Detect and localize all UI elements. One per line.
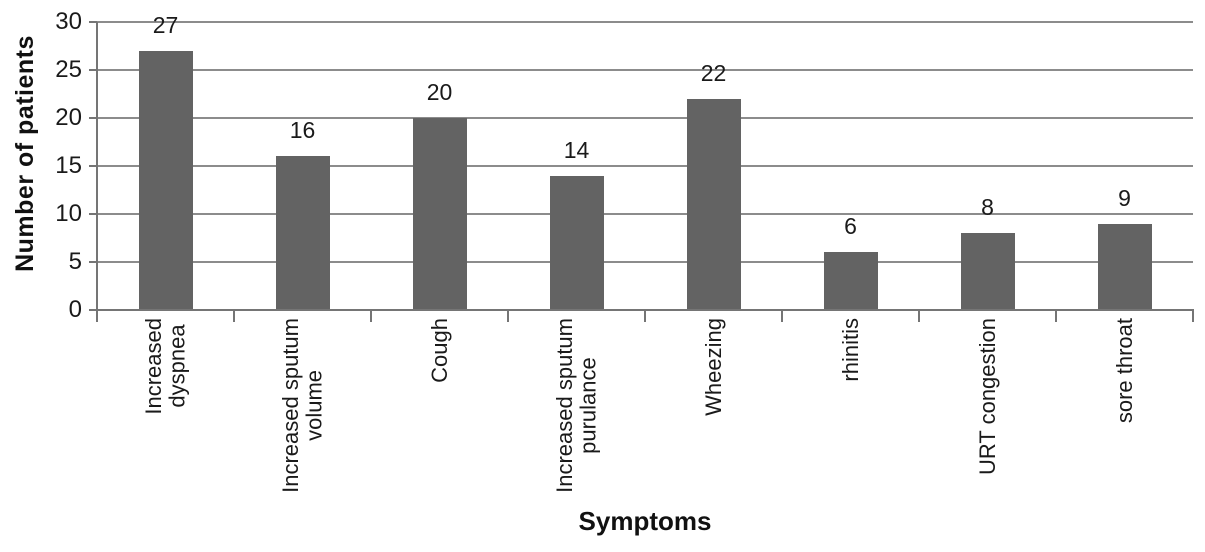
gridline-y-5 bbox=[97, 261, 1193, 263]
x-category-cell-1: Increased dyspnea bbox=[97, 318, 234, 514]
x-category-cell-3: Cough bbox=[371, 318, 508, 514]
bar-7 bbox=[960, 233, 1015, 310]
x-axis-title: Symptoms bbox=[578, 506, 712, 536]
y-tick-label-10: 10 bbox=[55, 200, 82, 227]
y-tick-mark-10 bbox=[89, 213, 97, 215]
x-category-label-1: Increased dyspnea bbox=[141, 318, 190, 415]
x-tick-mark-3 bbox=[507, 310, 509, 322]
bar-value-label-8: 9 bbox=[1118, 184, 1131, 211]
x-category-cell-6: rhinitis bbox=[782, 318, 919, 514]
bar-1 bbox=[138, 50, 193, 310]
x-category-cell-2: Increased sputum volume bbox=[234, 318, 371, 514]
y-tick-mark-0 bbox=[89, 309, 97, 311]
bar-value-label-1: 27 bbox=[152, 11, 179, 38]
y-tick-label-25: 25 bbox=[55, 56, 82, 83]
gridline-y-20 bbox=[97, 117, 1193, 119]
y-tick-mark-15 bbox=[89, 165, 97, 167]
gridline-y-15 bbox=[97, 165, 1193, 167]
bar-6 bbox=[823, 252, 878, 310]
y-tick-label-20: 20 bbox=[55, 104, 82, 131]
x-category-label-5: Wheezing bbox=[700, 318, 726, 416]
x-tick-mark-4 bbox=[644, 310, 646, 322]
y-tick-mark-20 bbox=[89, 117, 97, 119]
y-tick-mark-30 bbox=[89, 21, 97, 23]
x-category-label-6: rhinitis bbox=[837, 318, 863, 382]
y-tick-mark-25 bbox=[89, 69, 97, 71]
x-tick-mark-5 bbox=[781, 310, 783, 322]
x-axis-line bbox=[96, 309, 1194, 311]
x-category-label-8: sore throat bbox=[1111, 318, 1137, 424]
x-tick-mark-1 bbox=[233, 310, 235, 322]
x-tick-mark-6 bbox=[918, 310, 920, 322]
y-tick-label-15: 15 bbox=[55, 152, 82, 179]
y-tick-mark-5 bbox=[89, 261, 97, 263]
bar-5 bbox=[686, 98, 741, 310]
x-category-cell-8: sore throat bbox=[1056, 318, 1193, 514]
x-category-cell-5: Wheezing bbox=[645, 318, 782, 514]
bar-value-label-3: 20 bbox=[426, 79, 453, 105]
bar-8 bbox=[1097, 223, 1152, 310]
bar-2 bbox=[275, 156, 330, 310]
x-category-label-7: URT congestion bbox=[974, 318, 1000, 475]
x-tick-mark-8 bbox=[1192, 310, 1194, 322]
x-tick-mark-2 bbox=[370, 310, 372, 322]
bar-value-label-6: 6 bbox=[844, 213, 857, 240]
x-category-label-3: Cough bbox=[426, 318, 452, 383]
x-category-label-4: Increased sputum purulance bbox=[552, 318, 601, 493]
bar-4 bbox=[549, 175, 604, 310]
bar-value-label-2: 16 bbox=[289, 117, 316, 144]
y-axis-line bbox=[96, 22, 98, 322]
x-category-cell-7: URT congestion bbox=[919, 318, 1056, 514]
gridline-y-10 bbox=[97, 213, 1193, 215]
bar-value-label-5: 22 bbox=[700, 59, 727, 86]
y-tick-label-30: 30 bbox=[55, 8, 82, 35]
x-tick-mark-7 bbox=[1055, 310, 1057, 322]
y-tick-label-0: 0 bbox=[68, 296, 82, 323]
x-category-cell-4: Increased sputum purulance bbox=[508, 318, 645, 514]
x-category-label-2: Increased sputum volume bbox=[278, 318, 327, 493]
gridline-y-25 bbox=[97, 69, 1193, 71]
bar-value-label-7: 8 bbox=[981, 194, 994, 221]
bar-value-label-4: 14 bbox=[563, 136, 590, 163]
y-tick-label-5: 5 bbox=[68, 248, 82, 275]
gridline-y-30 bbox=[97, 21, 1193, 23]
bar-3 bbox=[412, 118, 467, 310]
